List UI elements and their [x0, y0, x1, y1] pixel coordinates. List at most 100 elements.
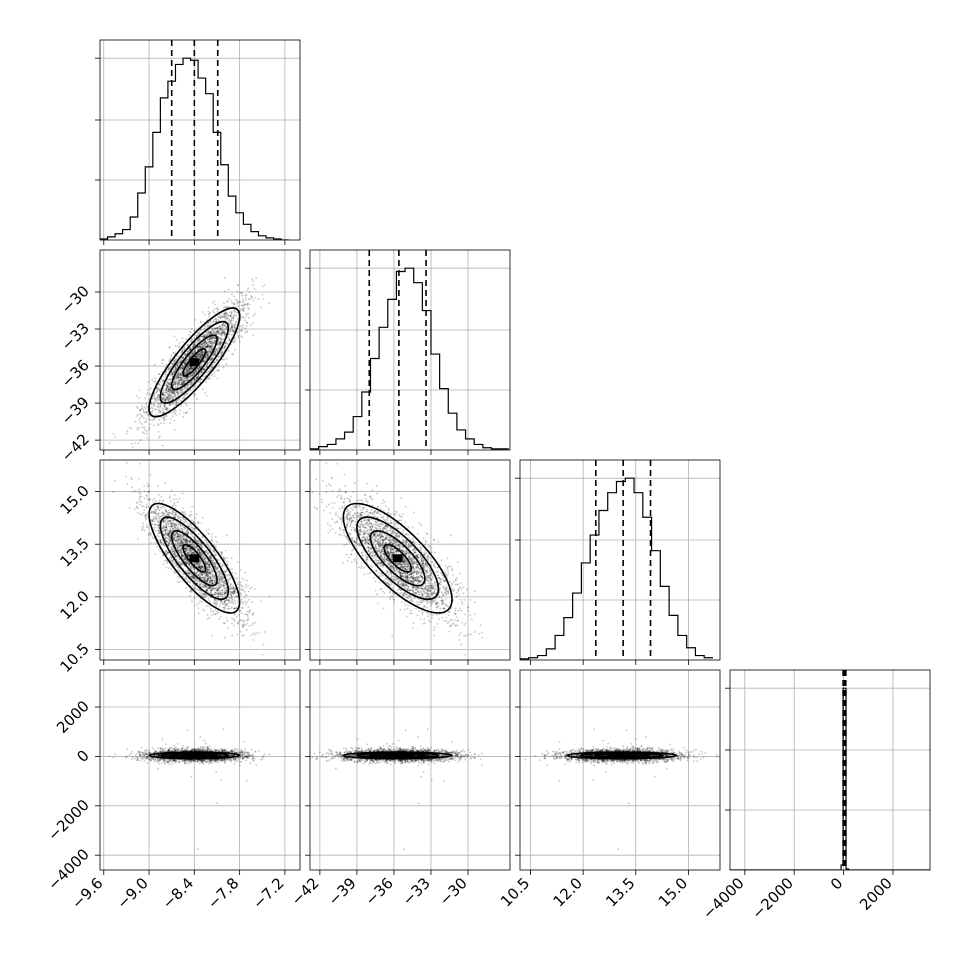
sample-point: [181, 367, 184, 370]
sample-point: [154, 553, 157, 556]
sample-point: [249, 324, 252, 327]
sample-point: [223, 324, 226, 327]
sample-point: [138, 497, 141, 499]
sample-point: [158, 517, 161, 520]
sample-point: [174, 369, 177, 372]
sample-point: [233, 618, 236, 621]
sample-point: [223, 608, 226, 611]
sample-point: [166, 398, 168, 401]
sample-point: [177, 515, 179, 518]
sample-point: [234, 348, 236, 351]
sample-point: [177, 376, 180, 379]
sample-point: [216, 329, 219, 332]
sample-point: [159, 411, 162, 414]
sample-point: [193, 372, 195, 375]
sample-point: [166, 383, 168, 386]
sample-point: [237, 284, 239, 287]
sample-point: [168, 394, 171, 396]
sample-point: [229, 321, 232, 324]
sample-point: [223, 290, 226, 293]
sample-point: [222, 331, 225, 334]
sample-point: [231, 596, 233, 598]
sample-point: [237, 284, 240, 287]
sample-point: [248, 291, 251, 293]
sample-point: [216, 377, 219, 380]
sample-point: [248, 316, 250, 319]
sample-point: [192, 345, 195, 348]
sample-point: [189, 381, 192, 384]
sample-point: [218, 328, 221, 331]
sample-point: [135, 415, 138, 417]
sample-point: [202, 367, 205, 370]
sample-point: [211, 342, 213, 345]
sample-point: [181, 367, 184, 370]
sample-point: [246, 601, 249, 604]
sample-point: [139, 409, 141, 412]
sample-point: [223, 332, 226, 334]
sample-point: [152, 506, 155, 509]
sample-point: [174, 358, 177, 360]
sample-point: [214, 327, 216, 330]
sample-point: [210, 358, 213, 361]
sample-point: [201, 311, 204, 314]
sample-point: [180, 400, 183, 402]
sample-point: [247, 312, 250, 315]
sample-point: [133, 508, 136, 511]
sample-point: [222, 606, 225, 609]
sample-point: [206, 350, 209, 353]
sample-point: [188, 356, 191, 359]
sample-point: [211, 356, 213, 359]
sample-point: [170, 411, 173, 414]
sample-point: [206, 350, 208, 353]
sample-point: [162, 397, 165, 400]
sample-point: [190, 367, 193, 370]
sample-point: [220, 338, 223, 341]
sample-point: [225, 305, 228, 308]
sample-point: [197, 333, 199, 336]
sample-point: [218, 332, 220, 335]
sample-point: [221, 315, 223, 318]
sample-point: [148, 484, 151, 487]
sample-point: [153, 401, 156, 403]
sample-point: [208, 333, 211, 335]
sample-point: [224, 312, 227, 314]
sample-point: [207, 361, 210, 364]
sample-point: [158, 436, 161, 439]
sample-point: [162, 392, 165, 395]
sample-point: [205, 331, 207, 334]
sample-point: [173, 380, 176, 382]
sample-point: [225, 316, 228, 319]
sample-point: [189, 331, 192, 334]
sample-point: [186, 384, 189, 386]
sample-point: [175, 410, 177, 413]
sample-point: [157, 423, 160, 426]
sample-point: [210, 634, 213, 637]
sample-point: [164, 389, 167, 392]
sample-point: [205, 342, 208, 345]
sample-point: [188, 515, 191, 518]
sample-point: [181, 364, 184, 366]
sample-point: [206, 334, 208, 337]
sample-point: [234, 321, 237, 323]
sample-point: [200, 364, 203, 367]
sample-point: [166, 407, 169, 410]
sample-point: [206, 356, 209, 359]
sample-point: [164, 400, 167, 403]
sample-point: [210, 374, 212, 377]
sample-point: [159, 410, 162, 412]
sample-point: [232, 340, 234, 343]
sample-point: [231, 325, 233, 327]
sample-point: [236, 596, 239, 599]
y-tick-label: −36: [58, 356, 93, 391]
sample-point: [186, 372, 189, 375]
sample-point: [162, 563, 165, 565]
sample-point: [154, 408, 157, 411]
sample-point: [191, 338, 193, 341]
sample-point: [227, 314, 230, 317]
sample-point: [156, 388, 159, 391]
sample-point: [216, 326, 219, 329]
sample-point: [228, 338, 231, 341]
sample-point: [242, 304, 245, 307]
sample-point: [245, 294, 248, 296]
sample-point: [226, 534, 229, 537]
